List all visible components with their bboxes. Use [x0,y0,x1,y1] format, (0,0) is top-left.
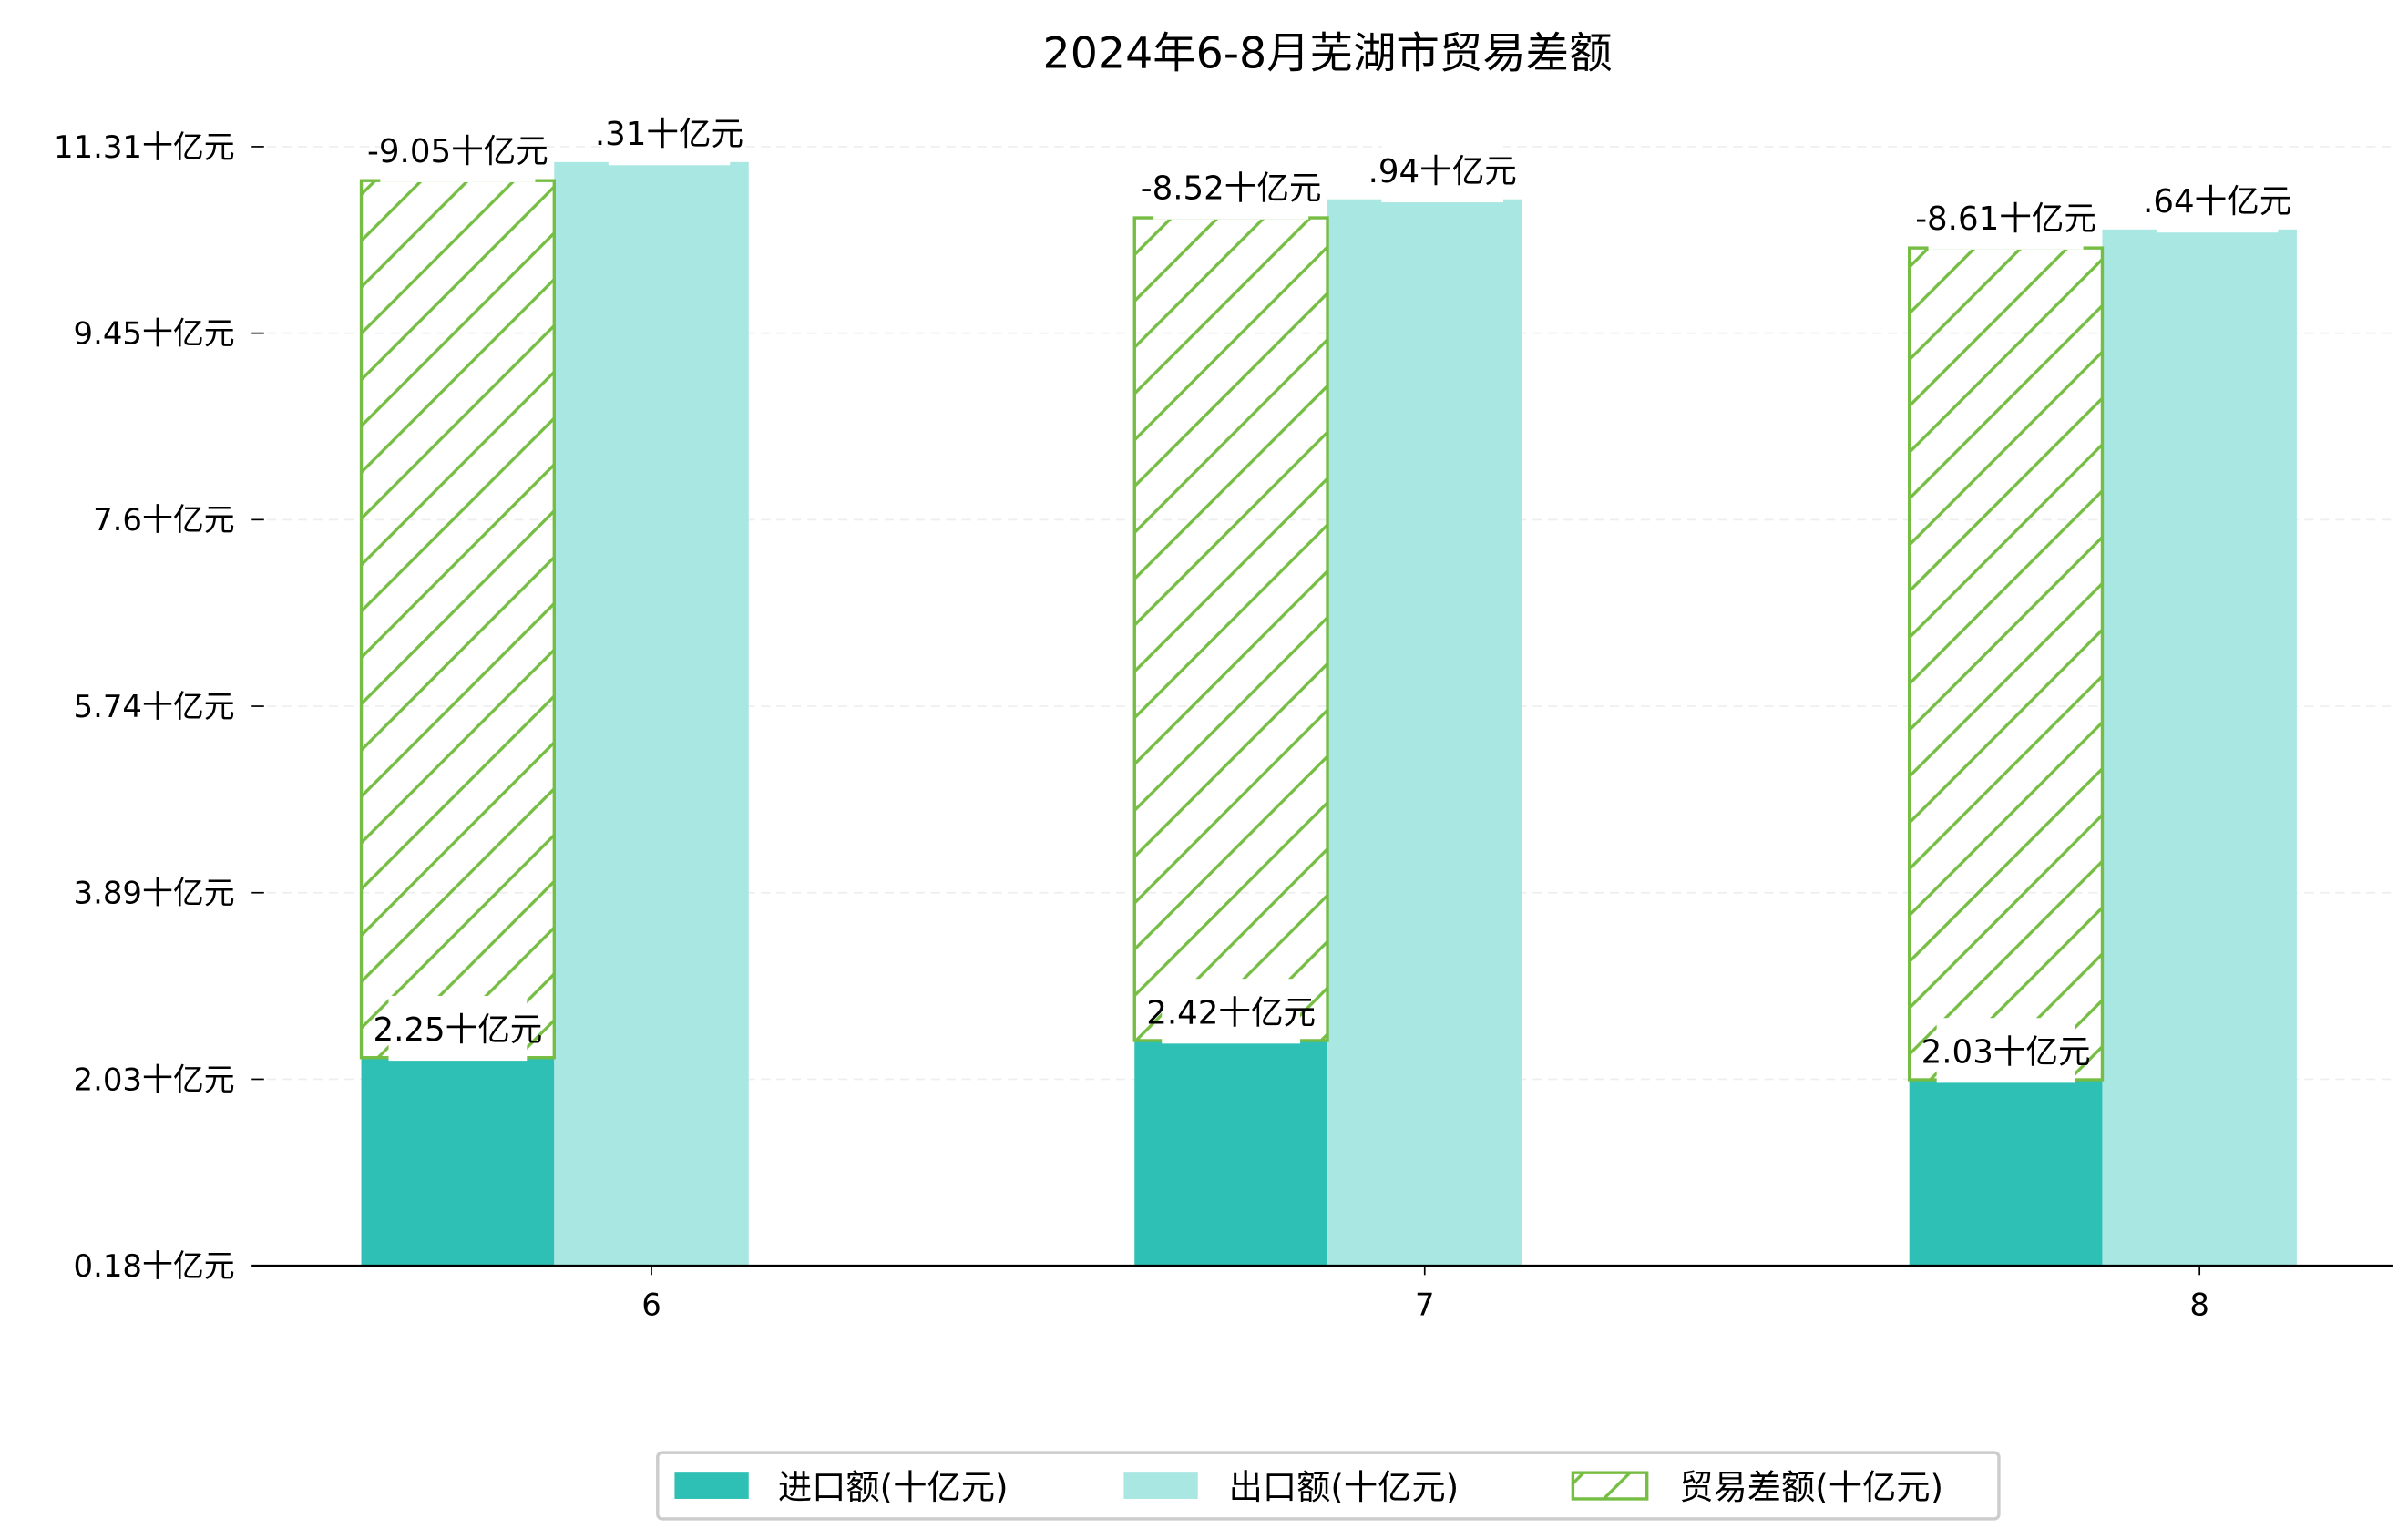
y-tick-label: 7.6十亿元 [93,502,235,538]
data-label: -9.05十亿元 [367,133,548,170]
y-tick-label: 2.03十亿元 [74,1062,235,1097]
y-tick-label: 0.18十亿元 [74,1248,235,1284]
label-background [1936,1018,2075,1083]
data-label: .64十亿元 [2143,183,2291,221]
label-background [1162,979,1301,1044]
chart-title: 2024年6-8月芜湖市贸易差额 [1043,29,1613,79]
y-tick-label: 3.89十亿元 [74,876,235,911]
legend-swatch-balance [1571,1471,1649,1501]
bar-balance-7 [1132,216,1329,1042]
bar-import-6 [361,1057,555,1267]
y-tick-label: 11.31十亿元 [54,129,235,165]
bar-export-7 [1327,199,1522,1267]
label-import-7: 2.42十亿元 [1146,979,1316,1044]
y-tick-label: 9.45十亿元 [74,315,235,351]
bar-export-8 [2102,229,2297,1267]
bar-import-8 [1909,1079,2103,1267]
data-label: .94十亿元 [1368,153,1517,190]
label-import-6: 2.25十亿元 [373,995,542,1062]
data-label: 2.42十亿元 [1146,994,1316,1031]
legend-label-balance: 贸易差额(十亿元) [1679,1467,1943,1507]
label-background [608,100,731,166]
label-export-6: .31十亿元 [595,100,743,166]
data-label: -8.61十亿元 [1915,200,2096,238]
label-background [2156,168,2279,233]
bar-export-6 [554,161,749,1267]
data-label: .31十亿元 [595,116,743,153]
bar-import-7 [1134,1040,1328,1267]
x-tick-label: 8 [2189,1287,2209,1322]
label-background [380,117,536,182]
legend-label-import: 进口额(十亿元) [778,1467,1009,1507]
label-balance-8: -8.61十亿元 [1915,184,2096,250]
legend-swatch-import [674,1472,749,1499]
label-background [1153,154,1309,220]
legend-label-export: 出口额(十亿元) [1229,1467,1460,1507]
label-balance-7: -8.52十亿元 [1141,154,1322,220]
x-tick-label: 7 [1415,1287,1435,1322]
label-background [1381,137,1503,203]
label-export-7: .94十亿元 [1368,137,1517,203]
label-import-8: 2.03十亿元 [1921,1018,2091,1083]
y-tick-label: 5.74十亿元 [74,689,235,724]
data-label: 2.25十亿元 [373,1011,542,1049]
data-label: 2.03十亿元 [1921,1033,2091,1071]
data-label: -8.52十亿元 [1141,170,1322,208]
label-background [1928,184,2084,250]
label-balance-6: -9.05十亿元 [367,117,548,182]
bar-balance-6 [359,179,556,1060]
label-export-8: .64十亿元 [2143,168,2291,233]
label-background [388,995,528,1062]
legend-box [656,1451,2001,1521]
x-tick-label: 6 [641,1287,661,1322]
legend-swatch-export [1123,1472,1198,1499]
legend: 进口额(十亿元) 出口额(十亿元) 贸易差额(十亿元) [656,1451,2001,1521]
bar-balance-8 [1908,246,2105,1082]
